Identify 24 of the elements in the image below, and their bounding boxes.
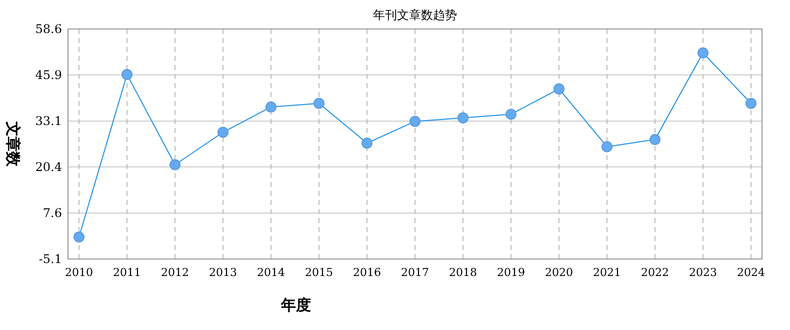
- y-tick-label: 58.6: [35, 22, 62, 36]
- x-tick-label: 2021: [593, 266, 621, 279]
- x-tick-label: 2012: [161, 266, 189, 279]
- chart-title: 年刊文章数趋势: [373, 8, 457, 22]
- x-tick-label: 2013: [209, 266, 237, 279]
- x-tick-label: 2024: [737, 266, 765, 279]
- y-tick-label: 7.6: [42, 206, 62, 220]
- y-tick-label: 45.9: [35, 68, 62, 82]
- x-tick-label: 2017: [401, 266, 429, 279]
- y-tick-label: 33.1: [35, 114, 62, 128]
- x-tick-label: 2011: [113, 266, 141, 279]
- x-tick-label: 2014: [257, 266, 285, 279]
- x-tick-label: 2023: [689, 266, 717, 279]
- x-tick-label: 2019: [497, 266, 525, 279]
- y-tick-label: 20.4: [35, 160, 62, 174]
- x-tick-label: 2015: [305, 266, 333, 279]
- x-tick-label: 2018: [449, 266, 477, 279]
- x-tick-label: 2022: [641, 266, 669, 279]
- y-tick-label: -5.1: [38, 252, 62, 266]
- x-tick-label: 2020: [545, 266, 573, 279]
- x-axis-title: 年度: [280, 296, 311, 314]
- y-axis-title: 文章数: [4, 120, 22, 168]
- x-tick-label: 2010: [65, 266, 93, 279]
- x-tick-label: 2016: [353, 266, 381, 279]
